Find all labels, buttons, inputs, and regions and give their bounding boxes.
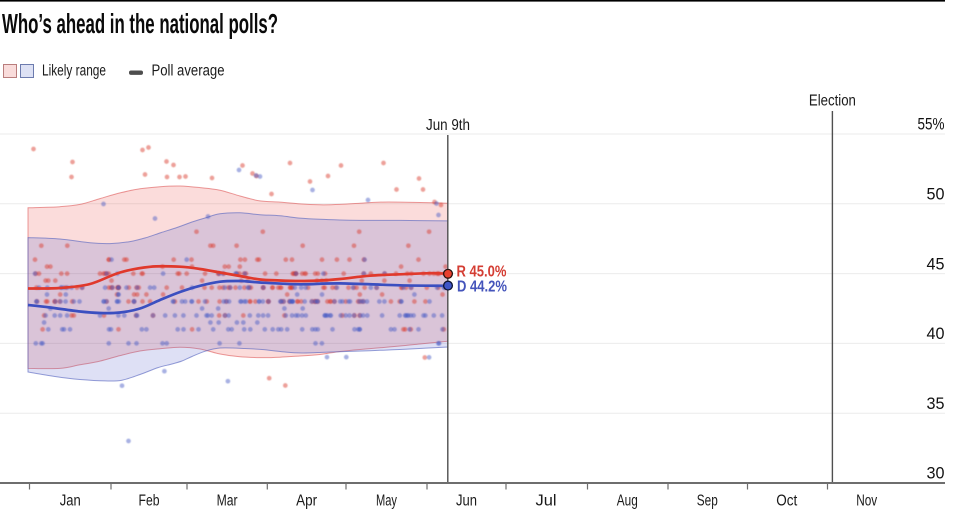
- svg-text:Apr: Apr: [296, 493, 317, 510]
- svg-text:May: May: [376, 493, 397, 510]
- svg-text:R 45.0%: R 45.0%: [457, 264, 507, 281]
- svg-text:Nov: Nov: [856, 493, 877, 510]
- svg-text:35: 35: [927, 395, 945, 413]
- svg-text:45: 45: [927, 255, 945, 273]
- svg-text:30: 30: [927, 465, 945, 483]
- svg-text:55%: 55%: [918, 116, 945, 134]
- svg-text:Jul: Jul: [536, 493, 557, 510]
- svg-text:Election: Election: [809, 93, 856, 110]
- svg-text:Oct: Oct: [776, 493, 798, 510]
- svg-text:Jun: Jun: [456, 493, 477, 510]
- svg-text:50: 50: [927, 186, 945, 204]
- svg-text:Aug: Aug: [617, 493, 638, 510]
- svg-text:Sep: Sep: [697, 493, 718, 510]
- svg-text:Likely range: Likely range: [42, 63, 106, 80]
- svg-text:D 44.2%: D 44.2%: [457, 279, 507, 296]
- svg-text:Jan: Jan: [60, 493, 81, 510]
- svg-text:Mar: Mar: [217, 493, 238, 510]
- svg-text:40: 40: [927, 325, 945, 343]
- svg-text:Feb: Feb: [139, 493, 160, 510]
- svg-text:Jun 9th: Jun 9th: [426, 117, 470, 134]
- svg-text:Who’s ahead in the national po: Who’s ahead in the national polls?: [2, 8, 278, 39]
- svg-text:Poll average: Poll average: [152, 63, 225, 80]
